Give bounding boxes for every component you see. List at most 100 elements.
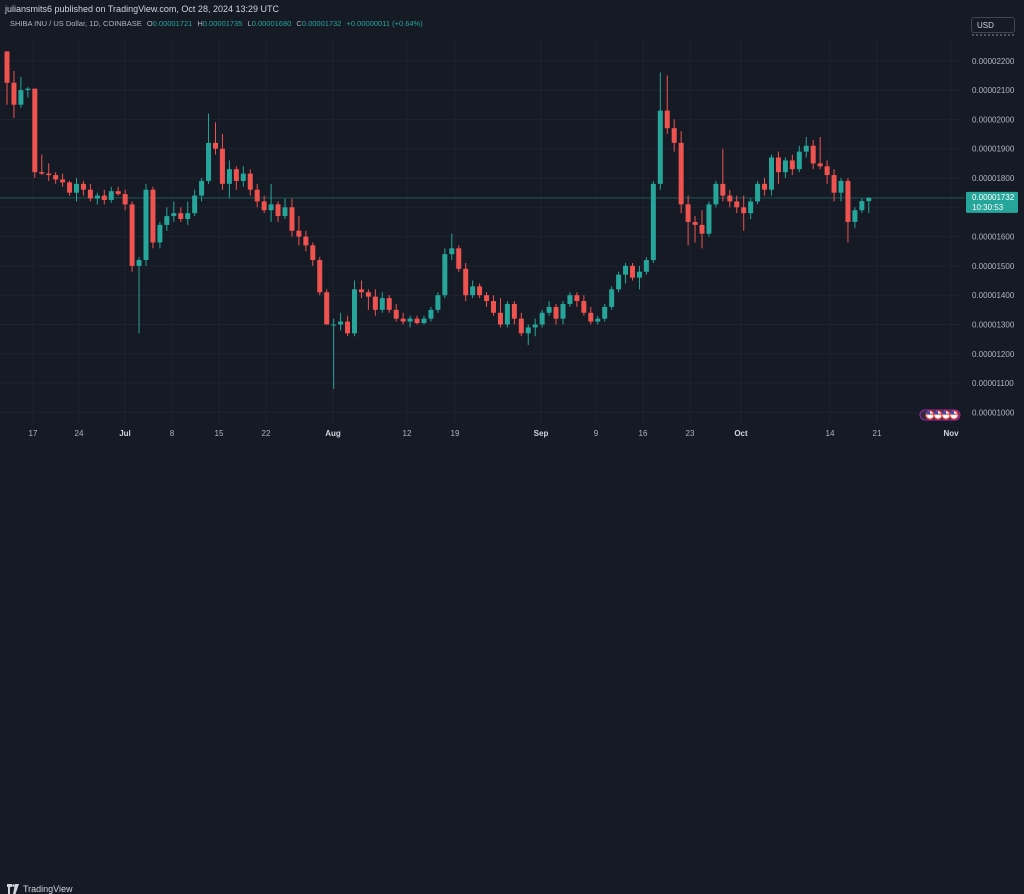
- candle: [713, 183, 719, 205]
- symbol-legend: SHIBA INU / US Dollar, 1D, COINBASE O0.0…: [10, 19, 423, 28]
- candle: [247, 173, 253, 190]
- candle: [192, 195, 198, 214]
- time-axis[interactable]: 17 24 Jul 8 15 22 Aug 12 19 Sep 9 16 23 Oct 14 21 Nov: [29, 429, 960, 438]
- candle: [428, 309, 434, 319]
- y-tick-label: 0.00001600: [972, 233, 1015, 242]
- candle: [171, 213, 177, 217]
- symbol-name[interactable]: SHIBA INU / US Dollar, 1D, COINBASE: [10, 19, 142, 28]
- candle: [25, 88, 31, 91]
- flag-stripe: [942, 413, 950, 415]
- x-tick-label: Sep: [534, 429, 549, 438]
- open-value: 0.00001721: [152, 19, 193, 28]
- candle: [254, 189, 260, 202]
- candle: [400, 318, 406, 322]
- candle: [595, 318, 601, 322]
- price-tag-value: 0.00001732: [972, 193, 1015, 202]
- price-axis[interactable]: 0.00002200 0.00002100 0.00002000 0.00001900…: [972, 34, 1015, 417]
- high-label: H: [197, 19, 203, 28]
- y-tick-label: 0.00001900: [972, 145, 1015, 154]
- candle: [692, 221, 698, 225]
- flag-stripe: [950, 413, 958, 415]
- flag-stripe: [926, 413, 934, 415]
- candle: [219, 148, 225, 184]
- bottom-bar: TradingView: [0, 440, 1024, 894]
- candle: [497, 312, 503, 325]
- candle: [206, 142, 212, 181]
- candle: [46, 173, 52, 176]
- candle: [838, 180, 844, 193]
- candle: [379, 298, 385, 310]
- candle: [136, 260, 142, 266]
- candles: [4, 51, 872, 389]
- candle: [636, 271, 642, 278]
- candle: [518, 318, 524, 334]
- candle: [386, 298, 392, 310]
- candle: [435, 295, 441, 310]
- flag-canton: [950, 411, 954, 414]
- candle: [164, 216, 170, 225]
- x-tick-label: Oct: [734, 429, 748, 438]
- candle: [664, 110, 670, 129]
- candle: [560, 303, 566, 319]
- candle: [226, 169, 232, 184]
- candle: [115, 191, 121, 195]
- candle: [178, 213, 184, 220]
- x-tick-label: 12: [403, 429, 412, 438]
- price-tag-countdown: 10:30:53: [972, 203, 1004, 212]
- candle: [303, 236, 309, 246]
- candle: [706, 204, 712, 234]
- price-chart[interactable]: 0.00002200 0.00002100 0.00002000 0.00001900…: [0, 0, 1024, 440]
- candle: [546, 306, 552, 313]
- candle: [803, 145, 809, 152]
- high-value: 0.00001735: [202, 19, 243, 28]
- candle: [94, 195, 100, 199]
- candle: [150, 189, 156, 243]
- candle: [782, 160, 788, 173]
- x-tick-label: 15: [215, 429, 224, 438]
- candle: [623, 265, 629, 275]
- price-tag-box: [966, 191, 1018, 213]
- flag-canton: [934, 411, 938, 414]
- close-label: C: [296, 19, 302, 28]
- x-tick-label: 22: [262, 429, 271, 438]
- candle: [588, 312, 594, 322]
- open-label: O: [146, 19, 153, 28]
- brand-name: TradingView: [23, 884, 73, 894]
- candle: [310, 245, 316, 261]
- candle: [824, 166, 830, 176]
- candle: [630, 265, 635, 278]
- candle: [282, 207, 288, 217]
- candle: [18, 90, 24, 105]
- candle: [817, 163, 823, 167]
- x-tick-label: 17: [29, 429, 38, 438]
- candle: [657, 110, 663, 184]
- candle: [393, 309, 399, 319]
- currency-button[interactable]: USD: [971, 17, 1015, 33]
- candle: [53, 175, 59, 180]
- low-value: 0.00001680: [251, 19, 292, 28]
- brand[interactable]: TradingView: [7, 884, 73, 894]
- y-tick-label: 0.00001000: [972, 408, 1015, 417]
- candle: [4, 51, 10, 83]
- candle: [463, 268, 469, 296]
- candle: [80, 183, 86, 190]
- y-tick-label: 0.00002000: [972, 115, 1015, 124]
- candle: [650, 183, 656, 261]
- candle: [60, 179, 66, 183]
- candle: [845, 180, 851, 222]
- candle: [678, 142, 684, 205]
- candle: [414, 318, 420, 324]
- close-value: 0.00001732: [301, 19, 342, 28]
- candle: [442, 254, 448, 296]
- event-flags[interactable]: [919, 409, 961, 421]
- x-tick-label: Jul: [119, 429, 131, 438]
- flag-canton: [942, 411, 946, 414]
- y-tick-label: 0.00002200: [972, 57, 1015, 66]
- x-tick-label: 19: [451, 429, 460, 438]
- candle: [157, 224, 163, 243]
- y-tick-label: 0.00001400: [972, 291, 1015, 300]
- candle: [525, 327, 531, 334]
- y-tick-label: 0.00001200: [972, 350, 1015, 359]
- candle: [122, 194, 128, 205]
